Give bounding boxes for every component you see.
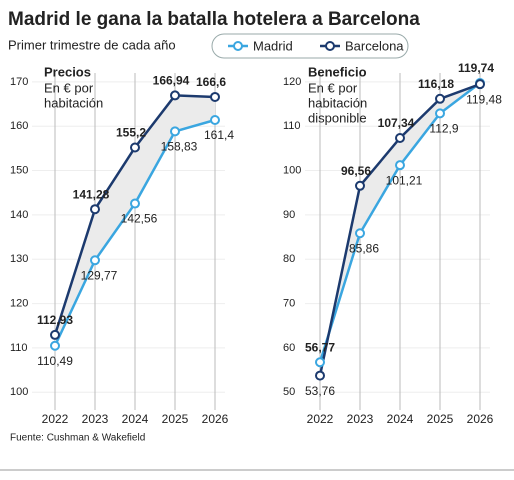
point — [130, 142, 140, 153]
point — [395, 133, 405, 144]
point — [50, 329, 60, 340]
value-label: 110,49 — [37, 354, 73, 368]
panel-subtitle: habitación — [44, 95, 103, 110]
y-tick-label: 60 — [283, 342, 295, 354]
x-tick-label: 2024 — [122, 412, 149, 426]
value-label: 119,48 — [466, 92, 502, 106]
y-tick-label: 70 — [283, 297, 295, 309]
legend-box — [211, 33, 409, 59]
value-label: 142,56 — [121, 212, 158, 226]
point — [210, 91, 220, 102]
y-tick-label: 50 — [283, 386, 295, 398]
point — [50, 340, 60, 351]
value-label: 161,4 — [204, 128, 234, 142]
value-label: 129,77 — [81, 268, 118, 282]
legend-marker — [325, 41, 335, 51]
x-tick-label: 2025 — [162, 412, 189, 426]
value-label: 141,28 — [73, 187, 110, 201]
x-tick-label: 2023 — [82, 412, 109, 426]
gap-fill — [55, 95, 215, 346]
point — [90, 204, 100, 215]
point — [170, 90, 180, 101]
value-label: 116,18 — [418, 77, 454, 91]
x-tick-label: 2026 — [467, 412, 494, 426]
point — [355, 228, 365, 239]
value-label: 112,93 — [37, 313, 73, 327]
x-tick-label: 2022 — [307, 412, 334, 426]
value-label: 56,77 — [305, 340, 335, 354]
panel-title: Beneficio — [308, 64, 367, 79]
point — [130, 198, 140, 209]
y-tick-label: 120 — [10, 297, 28, 309]
y-tick-label: 130 — [10, 253, 28, 265]
point — [435, 108, 445, 119]
value-label: 155,2 — [116, 126, 146, 140]
title: Madrid le gana la batalla hotelera a Bar… — [8, 9, 420, 30]
y-tick-label: 120 — [283, 76, 301, 88]
value-label: 85,86 — [349, 241, 379, 255]
value-label: 166,94 — [153, 74, 190, 88]
y-tick-label: 170 — [10, 76, 28, 88]
x-tick-label: 2025 — [427, 412, 454, 426]
panel-subtitle: habitación — [308, 95, 367, 110]
panel-subtitle: disponible — [308, 110, 367, 125]
x-tick-label: 2026 — [202, 412, 229, 426]
panel-subtitle: En € por — [44, 80, 94, 95]
value-label: 158,83 — [161, 140, 198, 154]
point — [355, 180, 365, 191]
legend-marker — [233, 41, 243, 51]
point — [435, 93, 445, 104]
point — [475, 79, 485, 90]
value-label: 101,21 — [386, 173, 423, 187]
panel-subtitle: En € por — [308, 80, 358, 95]
point — [395, 160, 405, 171]
y-tick-label: 110 — [10, 342, 28, 354]
y-tick-label: 100 — [10, 386, 28, 398]
value-label: 107,34 — [378, 116, 415, 130]
y-tick-label: 80 — [283, 253, 295, 265]
value-label: 112,9 — [429, 122, 458, 136]
legend-label: Barcelona — [345, 38, 404, 53]
y-tick-label: 140 — [10, 209, 28, 221]
point — [315, 370, 325, 381]
value-label: 166,6 — [196, 75, 226, 89]
subtitle: Primer trimestre de cada año — [8, 37, 176, 52]
point — [315, 357, 325, 368]
point — [170, 126, 180, 137]
point — [210, 115, 220, 126]
value-label: 119,74 — [458, 61, 494, 75]
legend-label: Madrid — [253, 38, 293, 53]
point — [90, 255, 100, 266]
value-label: 53,76 — [305, 384, 335, 398]
y-tick-label: 110 — [283, 120, 301, 132]
panel-title: Precios — [44, 64, 91, 79]
y-tick-label: 100 — [283, 164, 301, 176]
source: Fuente: Cushman & Wakefield — [10, 433, 145, 444]
y-tick-label: 160 — [10, 120, 28, 132]
x-tick-label: 2024 — [387, 412, 414, 426]
x-tick-label: 2023 — [347, 412, 374, 426]
x-tick-label: 2022 — [42, 412, 69, 426]
y-tick-label: 90 — [283, 209, 295, 221]
y-tick-label: 150 — [10, 164, 28, 176]
value-label: 96,56 — [341, 164, 371, 178]
